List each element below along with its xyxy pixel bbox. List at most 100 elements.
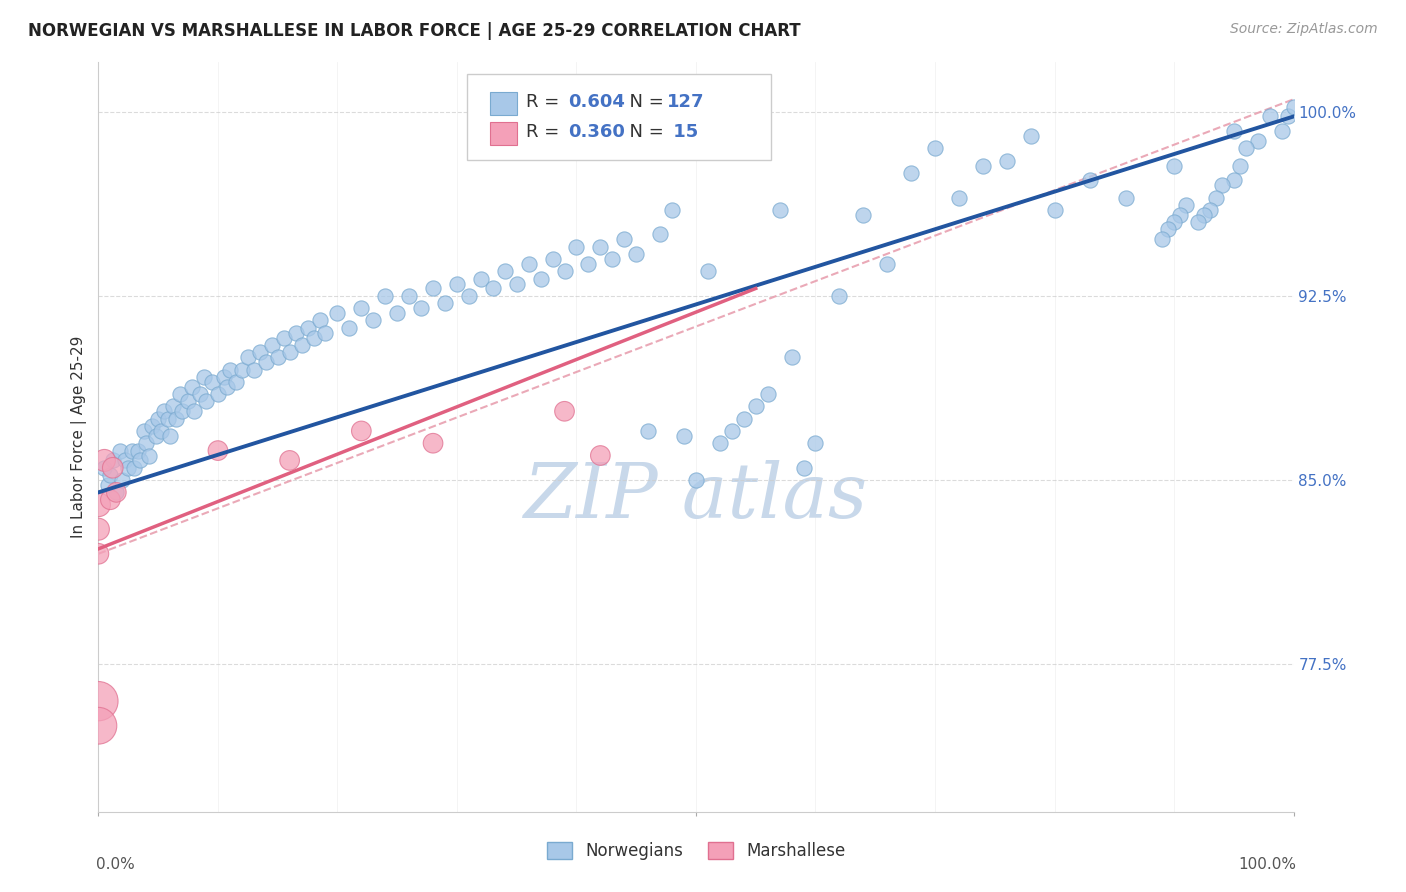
Point <box>124 460 146 475</box>
Point <box>308 313 330 327</box>
Point <box>284 326 307 340</box>
Point <box>121 443 143 458</box>
Point <box>852 208 875 222</box>
Point <box>1152 232 1174 246</box>
Point <box>169 387 191 401</box>
Point <box>350 424 373 438</box>
Point <box>721 424 744 438</box>
Point <box>697 264 720 278</box>
Text: 0.360: 0.360 <box>568 123 626 141</box>
Point <box>780 350 803 364</box>
Point <box>517 257 540 271</box>
Point <box>1282 100 1305 114</box>
Point <box>541 252 564 266</box>
Point <box>804 436 827 450</box>
Point <box>217 380 239 394</box>
Point <box>506 277 529 291</box>
Point <box>149 424 172 438</box>
Point <box>828 289 851 303</box>
Point <box>768 202 790 217</box>
Point <box>972 159 994 173</box>
Point <box>709 436 731 450</box>
Point <box>411 301 433 315</box>
Point <box>685 473 707 487</box>
Point <box>177 394 200 409</box>
Point <box>193 370 215 384</box>
Point <box>183 404 205 418</box>
Point <box>589 240 612 254</box>
Point <box>554 264 576 278</box>
Point <box>1234 141 1257 155</box>
Point <box>661 202 683 217</box>
Point <box>494 264 516 278</box>
Point <box>87 498 110 512</box>
Point <box>1115 190 1137 204</box>
Point <box>98 468 122 483</box>
Point <box>924 141 946 155</box>
Text: R =: R = <box>526 123 565 141</box>
Y-axis label: In Labor Force | Age 25-29: In Labor Force | Age 25-29 <box>70 336 87 538</box>
Point <box>156 411 179 425</box>
Point <box>1187 215 1209 229</box>
Point <box>793 460 815 475</box>
Point <box>127 443 149 458</box>
Point <box>207 387 229 401</box>
Text: 127: 127 <box>668 93 704 112</box>
Point <box>93 453 115 467</box>
Point <box>138 449 160 463</box>
Point <box>129 453 152 467</box>
Point <box>180 380 202 394</box>
FancyBboxPatch shape <box>467 74 772 160</box>
Point <box>1019 129 1042 144</box>
Point <box>363 313 385 327</box>
Point <box>278 345 301 359</box>
Point <box>756 387 779 401</box>
Point <box>117 460 139 475</box>
Text: N =: N = <box>619 93 664 112</box>
Point <box>481 281 505 295</box>
Point <box>145 429 167 443</box>
Point <box>108 443 131 458</box>
Legend: Norwegians, Marshallese: Norwegians, Marshallese <box>540 836 852 867</box>
Point <box>1211 178 1233 193</box>
Point <box>1258 110 1281 124</box>
Point <box>1223 124 1246 138</box>
Text: R =: R = <box>526 93 565 112</box>
Point <box>201 375 224 389</box>
Point <box>105 485 128 500</box>
Point <box>1271 124 1294 138</box>
Point <box>105 485 128 500</box>
Point <box>565 240 588 254</box>
Point <box>243 362 266 376</box>
Point <box>267 350 290 364</box>
Text: 0.604: 0.604 <box>568 93 626 112</box>
Point <box>626 247 648 261</box>
Text: N =: N = <box>619 123 664 141</box>
Point <box>385 306 409 320</box>
Point <box>1163 159 1185 173</box>
Point <box>101 460 124 475</box>
Point <box>219 362 242 376</box>
Point <box>1163 215 1185 229</box>
Point <box>135 436 157 450</box>
Point <box>1043 202 1066 217</box>
Point <box>446 277 468 291</box>
Point <box>374 289 396 303</box>
Point <box>260 338 283 352</box>
Point <box>165 411 187 425</box>
Point <box>422 281 444 295</box>
Point <box>1175 198 1198 212</box>
Point <box>162 400 184 414</box>
Point <box>236 350 259 364</box>
Point <box>613 232 636 246</box>
Point <box>153 404 176 418</box>
Point <box>637 424 659 438</box>
Point <box>231 362 253 376</box>
Point <box>326 306 349 320</box>
Point <box>1168 208 1191 222</box>
Point <box>188 387 211 401</box>
Point <box>339 320 361 334</box>
Point <box>350 301 373 315</box>
Point <box>1229 159 1251 173</box>
Point <box>1223 173 1246 187</box>
